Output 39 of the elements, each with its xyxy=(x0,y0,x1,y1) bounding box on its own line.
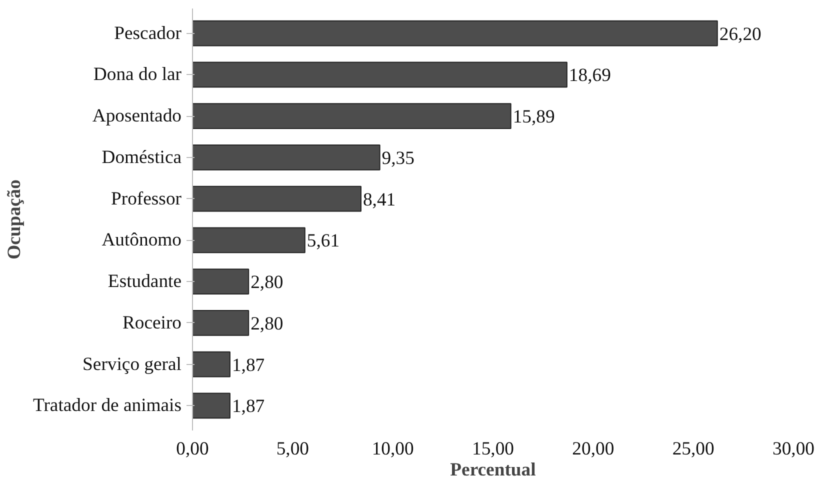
bar xyxy=(192,186,362,212)
y-tick-label: Serviço geral xyxy=(82,354,182,375)
y-tick-label: Roceiro xyxy=(122,312,182,334)
y-tick-label: Pescador xyxy=(114,22,182,44)
data-label: 9,35 xyxy=(382,148,414,169)
bar xyxy=(192,268,250,294)
y-tick-label: Doméstica xyxy=(102,146,182,168)
x-tick-label: 20,00 xyxy=(572,438,614,460)
y-tick-label: Estudante xyxy=(108,271,182,292)
data-label: 1,87 xyxy=(232,396,265,418)
y-tick-label: Dona do lar xyxy=(93,64,182,86)
y-tick-label: Aposentado xyxy=(92,106,182,127)
data-label: 26,20 xyxy=(719,24,762,45)
y-axis-title: Ocupação xyxy=(4,180,25,260)
x-tick-label: 30,00 xyxy=(772,438,814,460)
bar xyxy=(192,310,250,336)
bar xyxy=(192,227,306,254)
x-tick-label: 10,00 xyxy=(372,438,414,460)
bar xyxy=(192,144,380,170)
x-tick-label: 5,00 xyxy=(276,438,309,460)
bar xyxy=(192,20,718,46)
bar xyxy=(192,62,568,88)
data-label: 2,80 xyxy=(250,313,284,334)
x-axis-title: Percentual xyxy=(450,460,536,480)
x-tick-label: 25,00 xyxy=(672,438,714,460)
x-tick-label: 15,00 xyxy=(472,438,514,460)
bar xyxy=(192,392,230,419)
y-tick-label: Autônomo xyxy=(102,230,182,251)
y-tick-label: Professor xyxy=(111,188,182,210)
x-tick-label: 0,00 xyxy=(176,438,209,460)
y-tick-label: Tratador de animais xyxy=(32,395,182,416)
data-label: 8,41 xyxy=(362,189,396,210)
data-label: 15,89 xyxy=(512,106,555,128)
data-label: 2,80 xyxy=(250,272,284,294)
data-label: 18,69 xyxy=(568,65,611,86)
bar xyxy=(192,351,230,378)
data-label: 1,87 xyxy=(232,354,265,376)
data-label: 5,61 xyxy=(306,230,340,252)
bar xyxy=(192,103,512,129)
